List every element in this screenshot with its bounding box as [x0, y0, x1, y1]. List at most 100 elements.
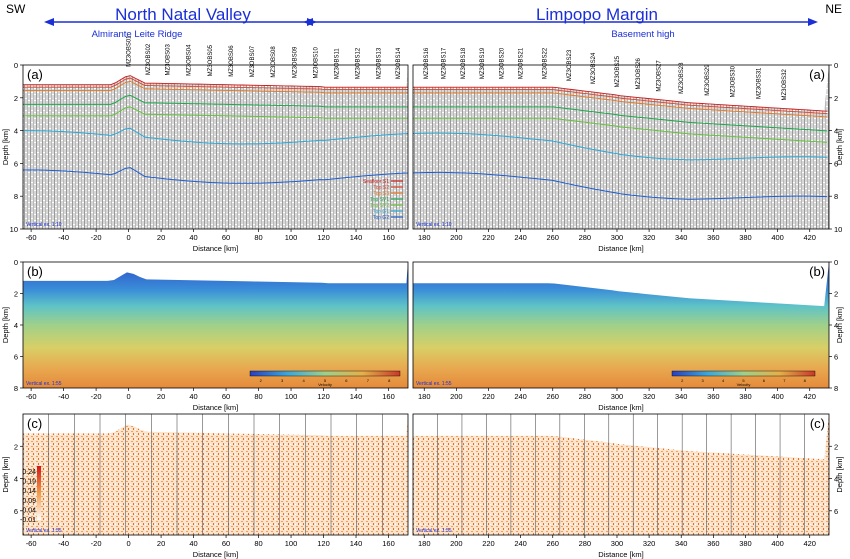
obs-marker	[679, 95, 684, 100]
obs-label-left: MZ3OBS14	[396, 47, 402, 79]
obs-label-right: MZ3OBS19	[480, 47, 486, 79]
obs-marker	[566, 83, 571, 88]
panel-label-b: (b)	[27, 264, 43, 279]
horizon-top-sv1	[413, 106, 828, 132]
corner-label-sw: SW	[6, 2, 26, 16]
colorbar-tick: 4	[722, 378, 725, 383]
horizon-seafloor-s1	[413, 86, 828, 112]
y-tick-label: 8	[14, 384, 18, 393]
y-tick-label: 4	[834, 475, 838, 484]
obs-marker	[271, 79, 276, 84]
y-tick-label: 6	[834, 353, 838, 362]
vertical-exaggeration: Vertical ex. 1:55	[416, 528, 452, 534]
x-tick-label: 260	[546, 539, 559, 548]
obs-label-left: MZ3OBS07	[250, 45, 256, 77]
obs-marker	[441, 81, 446, 86]
obs-marker	[499, 81, 504, 86]
x-tick-label: 100	[285, 392, 298, 401]
colorbar-tick: 3	[702, 378, 705, 383]
x-tick-label: -40	[58, 539, 69, 548]
y-tick-label: 6	[834, 507, 838, 516]
obs-marker	[756, 100, 761, 105]
amplitude-tick: 0.09	[22, 498, 36, 505]
x-tick-label: 280	[579, 233, 592, 242]
obs-label-left: MZ3OBS02	[146, 43, 152, 75]
x-tick-label: 420	[803, 392, 816, 401]
legend-label: Top G2	[373, 215, 389, 221]
obs-label-right: MZ3OBS32	[782, 69, 788, 101]
x-tick-label: 400	[771, 539, 784, 548]
legend-label: Top SV2	[370, 203, 389, 209]
x-tick-label: 40	[189, 392, 197, 401]
x-axis-label: Distance [km]	[193, 550, 238, 559]
x-tick-label: 60	[222, 392, 230, 401]
y-tick-label: 6	[14, 507, 18, 516]
legend-label: Top S3	[373, 191, 389, 197]
obs-label-right: MZ3OBS18	[461, 47, 467, 79]
velocity-colorbar	[671, 370, 816, 377]
horizon-top-s2	[23, 77, 408, 91]
obs-label-right: MZ3OBS16	[424, 47, 430, 79]
x-tick-label: 320	[643, 539, 656, 548]
x-tick-label: 260	[546, 392, 559, 401]
obs-label-right: MZ3OBS23	[567, 49, 573, 81]
x-tick-label: 320	[643, 233, 656, 242]
arrowhead-left	[44, 18, 54, 26]
amplitude-tick: 0.24	[22, 469, 36, 476]
x-tick-label: 60	[222, 233, 230, 242]
colorbar-tick: 4	[302, 378, 305, 383]
obs-label-right: MZ3OBS28	[679, 62, 685, 94]
sub-almirante-leite-ridge: Almirante Leite Ridge	[92, 29, 183, 40]
x-tick-label: 180	[418, 539, 431, 548]
obs-marker	[207, 78, 212, 83]
x-tick-label: 420	[803, 233, 816, 242]
colorbar-tick: 8	[388, 378, 391, 383]
x-tick-label: 80	[254, 392, 262, 401]
horizon-seafloor-s1	[23, 75, 408, 88]
obs-label-left: MZ3OBS13	[377, 47, 383, 79]
panel-c-right: 180 200 220 240 260 280 300 320 340 360 380 400 420 D…	[412, 413, 830, 559]
x-axis-label: Distance [km]	[598, 403, 643, 412]
obs-label-right: MZ3OBS20	[499, 47, 505, 79]
y-axis-label-right: Depth [km]	[835, 456, 844, 492]
obs-label-left: MZ3OBS04	[187, 44, 193, 76]
x-tick-label: 240	[514, 233, 527, 242]
x-axis-label: Distance [km]	[598, 550, 643, 559]
y-axis-label-right: Depth [km]	[835, 129, 844, 165]
obs-marker	[704, 97, 709, 102]
x-tick-label: 140	[350, 233, 363, 242]
x-tick-label: 180	[418, 392, 431, 401]
obs-label-left: MZ3OBS03	[166, 43, 172, 75]
colorbar-tick: 5	[742, 378, 745, 383]
x-tick-label: 160	[382, 539, 395, 548]
panel-frame	[22, 64, 409, 230]
colorbar-tick: 8	[804, 378, 807, 383]
obs-marker	[292, 80, 297, 85]
obs-marker	[635, 91, 640, 96]
x-axis-label: Distance [km]	[193, 403, 238, 412]
water-column	[413, 65, 829, 111]
legend-label: Top SV1	[370, 197, 389, 203]
colorbar-tick: 5	[324, 378, 327, 383]
vertical-exaggeration: Vertical ex. 1:55	[26, 528, 62, 534]
y-tick-label: 2	[834, 442, 838, 451]
obs-marker	[376, 81, 381, 86]
y-axis-label-right: Depth [km]	[835, 307, 844, 343]
x-tick-label: 300	[611, 392, 624, 401]
colorbar-label: Velocity	[737, 382, 751, 387]
x-tick-label: 40	[189, 539, 197, 548]
legend-label: Top G1	[373, 209, 389, 215]
x-tick-label: 140	[350, 539, 363, 548]
x-tick-label: 300	[611, 233, 624, 242]
amplitude-tick: -0.01	[20, 517, 36, 524]
obs-label-left: MZ3OBS01	[127, 35, 133, 67]
obs-label-right: MZ3OBS25	[615, 55, 621, 87]
vertical-exaggeration: Vertical ex. 1:10	[416, 222, 452, 228]
obs-marker	[460, 81, 465, 86]
x-tick-label: 100	[285, 539, 298, 548]
obs-label-left: MZ3OBS10	[313, 46, 319, 78]
x-tick-label: 0	[127, 539, 131, 548]
obs-label-left: MZ3OBS05	[208, 44, 214, 76]
colorbar-label: Velocity	[318, 382, 332, 387]
x-tick-label: 220	[482, 539, 495, 548]
